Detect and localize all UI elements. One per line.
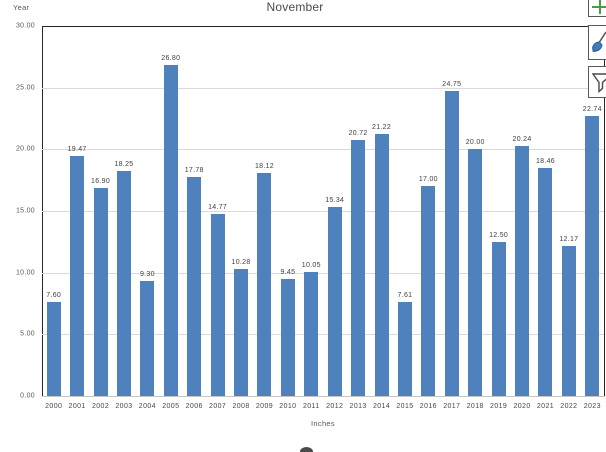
y-tick-label: 10.00: [15, 269, 35, 277]
x-tick-label: 2005: [162, 403, 180, 410]
bar-2011[interactable]: [304, 272, 319, 396]
bar-2009[interactable]: [257, 172, 272, 396]
bar-2019[interactable]: [491, 241, 506, 396]
x-tick-label: 2000: [45, 403, 63, 410]
plus-icon: [599, 0, 601, 14]
x-tick-label: 2011: [302, 403, 320, 410]
bar-data-label: 19.47: [67, 145, 87, 153]
y-tick-label: 20.00: [15, 145, 35, 153]
bar-2006[interactable]: [187, 176, 202, 396]
x-tick-label: 2020: [513, 403, 531, 410]
bar-data-label: 20.00: [465, 139, 485, 147]
bar-data-label: 9.30: [139, 271, 155, 279]
y-tick-label: 30.00: [15, 22, 35, 30]
bar-2002[interactable]: [93, 187, 108, 396]
bar-2015[interactable]: [397, 302, 412, 396]
x-tick-label: 2002: [91, 403, 110, 410]
bar-2001[interactable]: [70, 155, 85, 396]
gridline: [42, 211, 604, 212]
gridline: [42, 87, 604, 89]
bar-2012[interactable]: [327, 206, 342, 396]
bar-data-label: 18.25: [114, 160, 134, 168]
plot-border-top: [42, 26, 605, 27]
x-tick-label: 2016: [419, 403, 437, 410]
chart-styles-button[interactable]: [588, 25, 606, 60]
y-tick-label: 15.00: [15, 207, 35, 215]
x-tick-label: 2009: [255, 403, 274, 410]
bar-2004[interactable]: [140, 281, 155, 396]
plot-area[interactable]: 7.60 19.47 16.90 18.25 9.30 26.80 17.78 14.77 10…: [42, 26, 604, 396]
x-tick-label: 2008: [232, 403, 250, 410]
x-tick-label: 2003: [115, 403, 133, 410]
x-tick-label: 2018: [466, 403, 484, 410]
bar-data-label: 22.74: [582, 105, 602, 113]
chart-elements-button[interactable]: [588, 0, 606, 17]
plot-border-right: [604, 26, 605, 396]
y-tick-label: 0.00: [20, 392, 35, 400]
bar-2010[interactable]: [280, 279, 295, 396]
bar-2000[interactable]: [46, 302, 61, 396]
bar-2008[interactable]: [234, 269, 249, 396]
x-tick-label: 2019: [490, 403, 508, 410]
chart-filters-button[interactable]: [588, 66, 606, 98]
bar-2022[interactable]: [561, 245, 576, 396]
x-tick-label: 2014: [372, 403, 391, 410]
bar-data-label: 14.77: [208, 203, 228, 211]
bottom-edge-shape: [300, 447, 313, 452]
bar-2014[interactable]: [374, 134, 389, 396]
bar-data-label: 26.80: [161, 55, 181, 63]
x-tick-label: 2001: [68, 403, 86, 410]
bar-2016[interactable]: [421, 186, 436, 396]
bar-data-label: 7.60: [46, 292, 62, 300]
x-axis-title: Inches: [311, 419, 335, 428]
x-tick-label: 2013: [349, 403, 367, 410]
bar-data-label: 17.78: [184, 166, 204, 174]
x-tick-label: 2015: [396, 403, 414, 410]
x-tick-label: 2010: [279, 403, 297, 410]
gridline: [42, 272, 604, 274]
bar-data-label: 9.45: [280, 269, 296, 277]
bar-2023[interactable]: [585, 115, 600, 396]
bar-2021[interactable]: [538, 168, 553, 396]
funnel-icon: [591, 73, 606, 94]
x-tick-label: 2022: [560, 403, 578, 410]
y-axis-title: Year: [13, 3, 30, 12]
bar-2007[interactable]: [210, 213, 225, 396]
bar-data-label: 7.61: [397, 292, 413, 300]
y-tick-label: 25.00: [15, 84, 35, 92]
x-tick-label: 2006: [185, 403, 203, 410]
bar-2003[interactable]: [116, 170, 131, 396]
bar-data-label: 15.34: [325, 196, 345, 204]
bar-data-label: 10.28: [231, 259, 251, 267]
bar-data-label: 18.46: [535, 158, 555, 166]
bar-data-label: 18.12: [254, 162, 274, 170]
x-axis-line: [42, 396, 605, 397]
x-tick-label: 2012: [326, 403, 344, 410]
bar-data-label: 20.24: [512, 136, 532, 144]
bar-data-label: 12.50: [489, 231, 509, 239]
x-tick-label: 2021: [536, 403, 555, 410]
x-tick-label: 2017: [443, 403, 461, 410]
bar-data-label: 12.17: [559, 235, 579, 243]
bar-2017[interactable]: [444, 90, 459, 396]
bar-data-label: 16.90: [91, 177, 111, 185]
x-tick-label: 2007: [209, 403, 227, 410]
x-tick-label: 2023: [583, 403, 601, 410]
bar-data-label: 17.00: [418, 176, 438, 184]
bar-2018[interactable]: [468, 149, 483, 396]
x-tick-label: 2004: [138, 403, 156, 410]
paintbrush-icon: [592, 31, 606, 52]
chart-title[interactable]: November: [266, 0, 324, 14]
bar-data-label: 20.72: [348, 130, 368, 138]
y-tick-label: 5.00: [20, 330, 35, 338]
bar-data-label: 24.75: [442, 80, 462, 88]
bar-2013[interactable]: [351, 140, 366, 396]
gridline: [42, 149, 604, 151]
bar-data-label: 21.22: [372, 124, 392, 132]
bar-2020[interactable]: [515, 146, 530, 396]
bar-2005[interactable]: [163, 65, 178, 396]
bar-data-label: 10.05: [301, 262, 321, 270]
gridline: [42, 334, 604, 336]
